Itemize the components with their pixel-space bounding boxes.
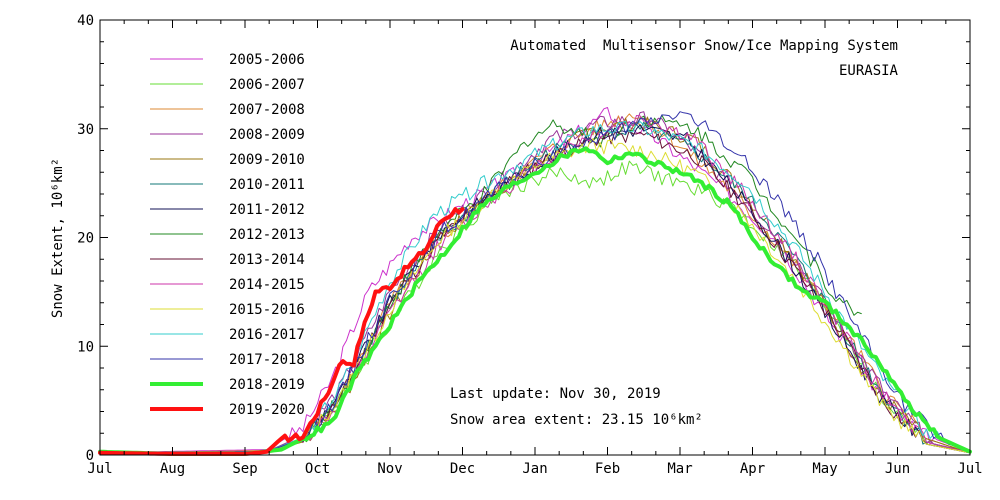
x-tick-label: Jul xyxy=(957,461,982,477)
legend: 2005-2006 2006-2007 2007-2008 2008-2009 2009… xyxy=(150,52,305,418)
y-tick-label: 0 xyxy=(86,448,94,464)
x-tick-label: Jul xyxy=(87,461,112,477)
series-line-2019-2020 xyxy=(98,207,465,456)
x-tick-label: May xyxy=(812,461,837,477)
legend-label: 2009-2010 xyxy=(229,152,305,168)
x-tick-label: Jan xyxy=(522,461,547,477)
chart-title: Automated Multisensor Snow/Ice Mapping S… xyxy=(510,38,898,54)
axis-layer: 0 10 20 30 40 Jul Aug Sep Oct Nov Dec Jan Feb Mar Apr M… xyxy=(77,13,983,477)
x-tick-label: Nov xyxy=(377,461,402,477)
x-tick-label: Jun xyxy=(885,461,910,477)
y-tick-label: 30 xyxy=(77,122,94,138)
x-tick-label: Oct xyxy=(305,461,330,477)
legend-label: 2016-2017 xyxy=(229,327,305,343)
chart-subtitle: EURASIA xyxy=(839,63,899,79)
x-tick-label: Feb xyxy=(595,461,620,477)
y-tick-label: 40 xyxy=(77,13,94,29)
legend-label: 2006-2007 xyxy=(229,77,305,93)
x-tick-label: Dec xyxy=(450,461,475,477)
last-update-annotation: Last update: Nov 30, 2019 xyxy=(450,386,661,402)
legend-label: 2008-2009 xyxy=(229,127,305,143)
legend-label: 2005-2006 xyxy=(229,52,305,68)
snow-area-annotation: Snow area extent: 23.15 10⁶km² xyxy=(450,412,703,428)
legend-label: 2011-2012 xyxy=(229,202,305,218)
x-tick-label: Mar xyxy=(667,461,692,477)
legend-label: 2017-2018 xyxy=(229,352,305,368)
y-axis-label: Snow Extent, 10⁶km² xyxy=(50,158,66,318)
legend-label: 2015-2016 xyxy=(229,302,305,318)
x-tick-label: Apr xyxy=(740,461,765,477)
legend-label: 2013-2014 xyxy=(229,252,305,268)
legend-label: 2014-2015 xyxy=(229,277,305,293)
legend-label: 2019-2020 xyxy=(229,402,305,418)
x-tick-label: Aug xyxy=(160,461,185,477)
legend-label: 2018-2019 xyxy=(229,377,305,393)
y-tick-label: 20 xyxy=(77,231,94,247)
x-tick-label: Sep xyxy=(232,461,257,477)
y-tick-label: 10 xyxy=(77,339,94,355)
legend-label: 2010-2011 xyxy=(229,177,305,193)
legend-label: 2007-2008 xyxy=(229,102,305,118)
legend-label: 2012-2013 xyxy=(229,227,305,243)
